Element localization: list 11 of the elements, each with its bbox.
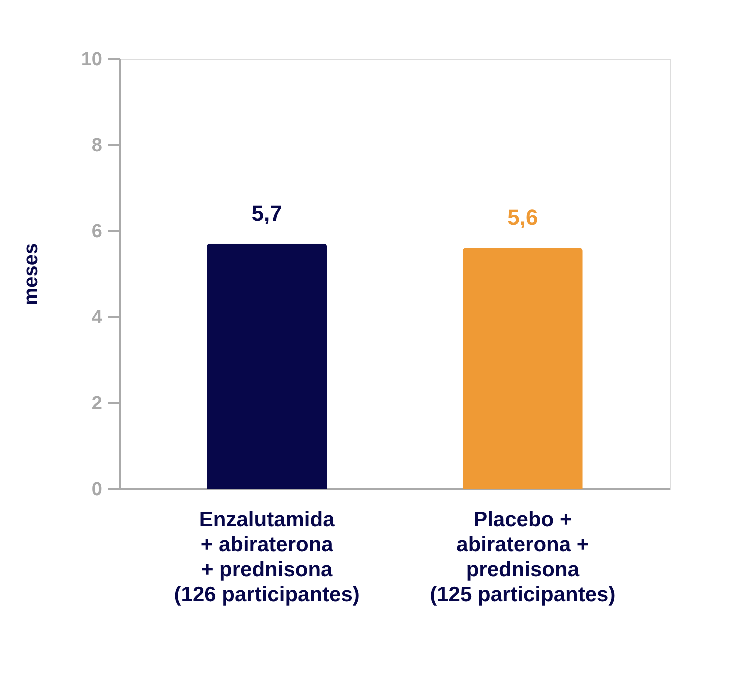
y-tick-label: 6 — [92, 222, 102, 242]
y-tick-label: 0 — [92, 480, 102, 500]
data-label: 5,7 — [252, 200, 282, 226]
x-tick-label: Enzalutamida + abiraterona + prednisona (126 participantes) — [174, 508, 360, 606]
y-tick-label: 8 — [92, 136, 102, 156]
x-tick-label: Placebo + abiraterona + prednisona (125 participantes) — [430, 508, 616, 606]
y-axis-title: meses — [20, 243, 42, 306]
y-tick-label: 10 — [81, 50, 102, 70]
y-tick-label: 2 — [92, 394, 102, 414]
data-label: 5,6 — [508, 205, 538, 230]
y-tick-label: 4 — [92, 308, 103, 328]
